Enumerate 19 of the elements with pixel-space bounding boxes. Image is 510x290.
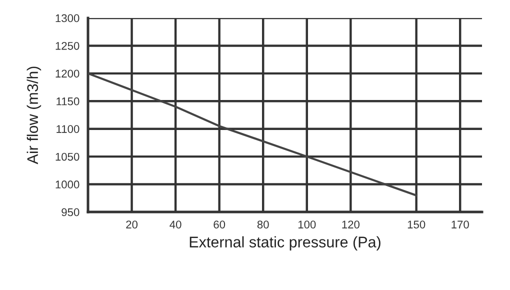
y-tick-label: 950	[62, 208, 80, 216]
y-tick-label: 1250	[56, 42, 80, 50]
x-tick-label: 20	[126, 220, 138, 228]
x-tick-label: 150	[408, 220, 426, 228]
x-axis-title: External static pressure (Pa)	[190, 236, 380, 250]
y-tick-label: 1300	[56, 14, 80, 22]
x-tick-label: 60	[214, 220, 226, 228]
x-tick-label: 40	[170, 220, 182, 228]
y-tick-label: 1200	[56, 70, 80, 78]
x-tick-label: 80	[257, 220, 269, 228]
line-series	[88, 72, 418, 196]
y-tick-label: 1000	[56, 180, 80, 188]
x-tick-label: 170	[452, 220, 469, 228]
y-axis-title: Air flow (m3/h)	[26, 66, 42, 164]
x-tick-label: 100	[298, 220, 316, 228]
y-tick-label: 1100	[56, 125, 80, 133]
y-tick-label: 1050	[56, 152, 80, 161]
y-tick-label: 1150	[56, 97, 80, 106]
x-tick-label: 120	[342, 220, 360, 228]
